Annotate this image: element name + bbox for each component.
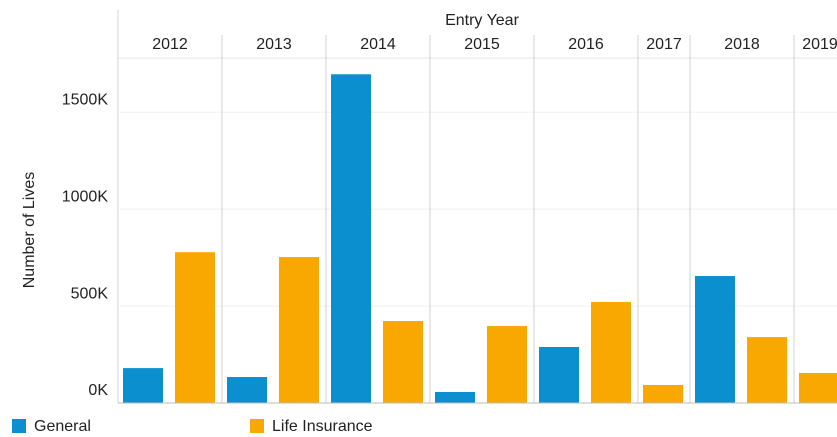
legend-swatch [250,419,264,433]
legend-label: General [34,418,91,435]
bar [227,377,267,403]
bar [383,321,423,403]
bar [643,384,683,403]
bar [123,368,163,403]
bar [695,276,735,403]
x-tick-label: 2019 [802,36,837,53]
bar [747,337,787,403]
x-tick-label: 2015 [464,36,500,53]
bar [331,74,371,404]
y-tick-label: 1500K [62,91,109,108]
x-tick-label: 2014 [360,36,396,53]
legend-label: Life Insurance [272,418,373,435]
x-tick-label: 2012 [152,36,188,53]
bar [279,257,319,403]
y-tick-label: 500K [71,285,109,302]
y-tick-label: 0K [88,382,108,399]
y-tick-label: 1000K [62,188,109,205]
x-tick-label: 2016 [568,36,604,53]
x-tick-label: 2017 [646,36,682,53]
legend-swatch [12,419,26,433]
bar [799,372,837,403]
y-axis-title: Number of Lives [21,172,38,289]
bar [435,391,475,403]
bar [591,302,631,403]
bar [539,346,579,403]
x-tick-label: 2018 [724,36,760,53]
x-axis-title: Entry Year [445,12,520,29]
bar [487,326,527,403]
bar [175,252,215,403]
x-tick-label: 2013 [256,36,292,53]
